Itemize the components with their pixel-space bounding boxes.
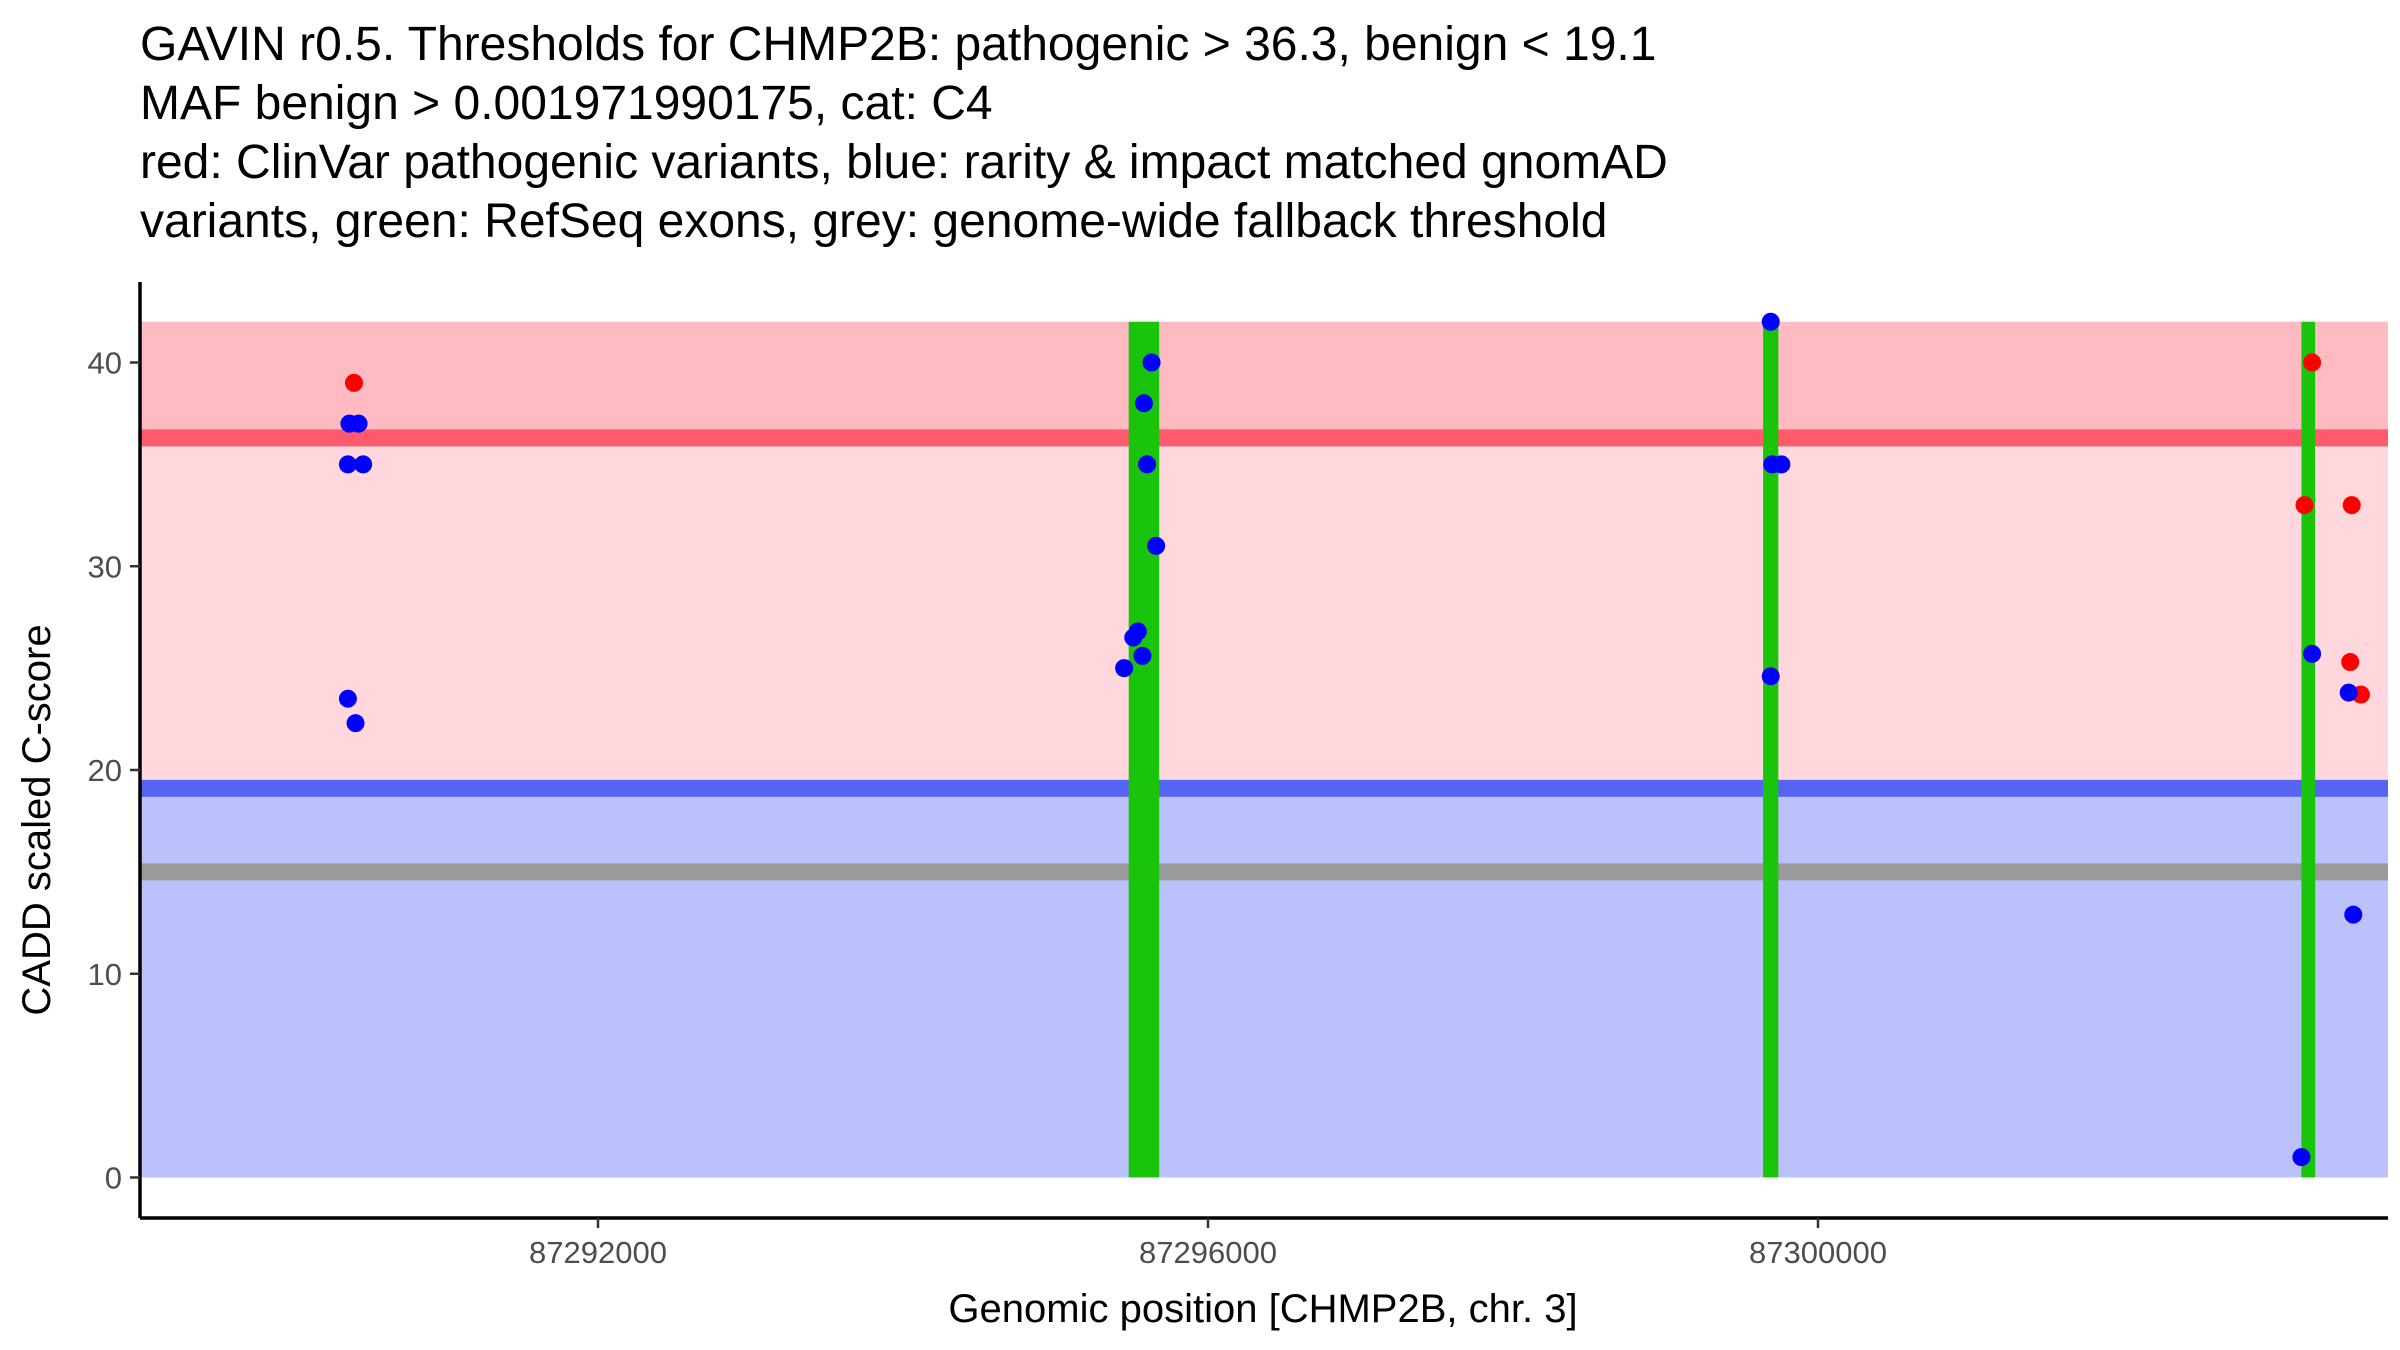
- gnomad-point: [2344, 905, 2363, 924]
- y-tick-label: 40: [88, 346, 122, 381]
- gnomad-point: [1115, 659, 1134, 678]
- clinvar-point: [2341, 653, 2360, 672]
- exon-bar: [1763, 321, 1779, 1178]
- gnomad-point: [2292, 1148, 2311, 1167]
- clinvar-point: [2342, 496, 2361, 515]
- y-tick-label: 10: [88, 957, 122, 992]
- gnomad-point: [2303, 644, 2322, 663]
- y-tick-label: 20: [88, 753, 122, 788]
- intermediate-region: [140, 437, 2388, 789]
- chart-title-line-2: MAF benign > 0.001971990175, cat: C4: [140, 77, 993, 130]
- exon-bar: [1128, 321, 1160, 1178]
- gnomad-point: [1133, 646, 1152, 665]
- clinvar-point: [2303, 353, 2322, 372]
- y-axis-title: CADD scaled C-score: [15, 624, 59, 1015]
- y-tick-label: 30: [88, 549, 122, 584]
- gnomad-point: [1138, 455, 1156, 474]
- gnomad-point: [1128, 622, 1147, 641]
- plot-area: 0 10 20 30 40 87292000 87296000 87300000: [88, 282, 2388, 1270]
- pathogenic-region: [140, 321, 2388, 438]
- gnomad-point: [1147, 536, 1166, 555]
- clinvar-point: [345, 373, 363, 392]
- gnomad-point: [1772, 455, 1791, 474]
- gnomad-point: [1142, 353, 1161, 372]
- y-tick-label: 0: [105, 1161, 122, 1196]
- gnomad-point: [338, 689, 357, 708]
- x-axis-title: Genomic position [CHMP2B, chr. 3]: [948, 1287, 1577, 1331]
- chart-title-line-1: GAVIN r0.5. Thresholds for CHMP2B: patho…: [140, 18, 1656, 71]
- x-tick-label: 87300000: [1749, 1235, 1887, 1270]
- benign-region: [140, 788, 2388, 1178]
- gnomad-point: [2339, 683, 2358, 702]
- gnomad-point: [1761, 667, 1780, 686]
- exon-bar: [2301, 321, 2316, 1178]
- x-tick-label: 87292000: [529, 1235, 667, 1270]
- x-tick-label: 87296000: [1139, 1235, 1277, 1270]
- gnomad-point: [1761, 312, 1780, 331]
- chart-title-line-3: red: ClinVar pathogenic variants, blue: …: [140, 136, 1668, 189]
- gnomad-point: [354, 455, 373, 474]
- gnomad-point: [1134, 394, 1153, 413]
- gnomad-point: [338, 455, 357, 474]
- gnomad-point: [346, 714, 365, 733]
- clinvar-point: [2295, 496, 2314, 515]
- gnomad-point: [349, 414, 368, 433]
- chart-title-line-4: variants, green: RefSeq exons, grey: gen…: [140, 195, 1607, 248]
